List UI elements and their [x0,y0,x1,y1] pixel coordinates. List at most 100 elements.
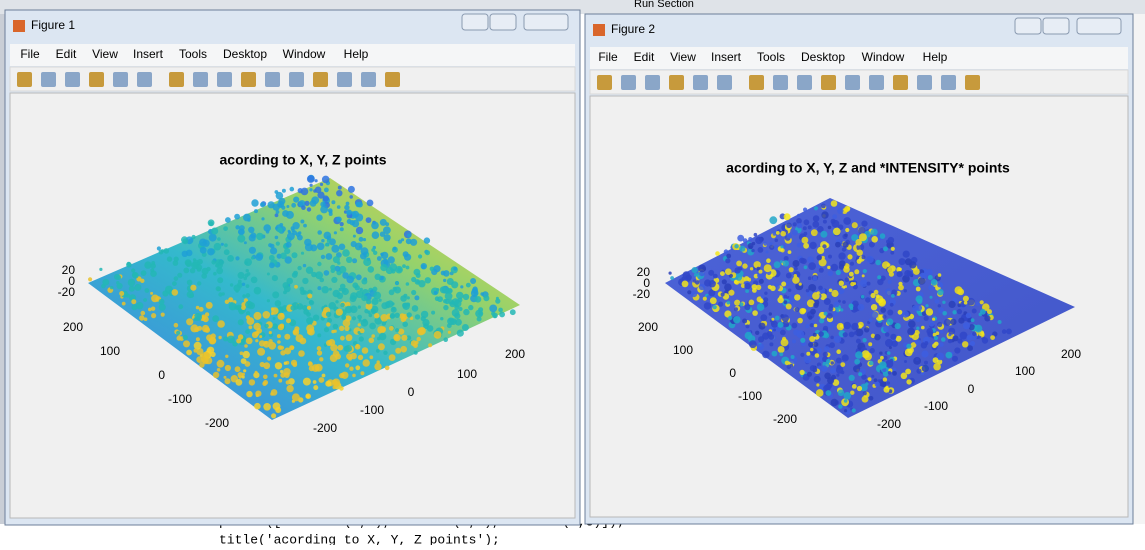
tool-button[interactable] [289,72,304,87]
tick-label: -200 [313,421,337,435]
minimize-button[interactable] [461,13,489,31]
point [838,252,846,260]
point [385,266,394,275]
tool-button[interactable] [773,75,788,90]
tick-label: 20 [62,263,76,277]
tool-button[interactable] [797,75,812,90]
point [345,301,351,307]
tool-button[interactable] [241,72,256,87]
tool-button[interactable] [621,75,636,90]
point [963,301,968,305]
point [792,229,798,236]
menu-item[interactable]: Insert [133,47,164,61]
menu-item[interactable]: Insert [711,50,742,64]
tool-button[interactable] [265,72,280,87]
point [262,311,271,319]
menu-item[interactable]: Window [283,47,326,61]
tool-button[interactable] [385,72,400,87]
tool-button[interactable] [113,72,128,87]
menu-item[interactable]: Edit [634,50,655,64]
point [901,310,909,318]
tool-button[interactable] [941,75,956,90]
point [971,308,977,314]
point [984,315,991,322]
point [211,227,219,235]
toolbar-label[interactable]: Run Section [634,0,694,10]
menu-item[interactable]: View [92,47,118,61]
point [835,269,841,276]
point [212,315,220,322]
point [299,337,307,345]
tool-button[interactable] [693,75,708,90]
menu-item[interactable]: Desktop [801,50,845,64]
tool-button[interactable] [821,75,836,90]
point [317,261,322,267]
point [870,292,876,299]
point [817,316,821,320]
point [847,254,853,260]
point [355,226,364,235]
maximize-button[interactable] [489,13,517,31]
tool-button[interactable] [17,72,32,87]
close-button[interactable] [523,13,569,31]
tool-button[interactable] [313,72,328,87]
tool-button[interactable] [869,75,884,90]
point [309,199,317,207]
point [822,351,828,357]
tool-button[interactable] [845,75,860,90]
point [219,259,225,265]
tool-button[interactable] [893,75,908,90]
point [193,341,202,350]
tool-button[interactable] [337,72,352,87]
minimize-button[interactable] [1014,17,1042,35]
menu-item[interactable]: Help [344,47,369,61]
point [245,293,251,298]
point [371,298,379,305]
point [238,308,245,315]
tool-button[interactable] [669,75,684,90]
tool-button[interactable] [169,72,184,87]
menu-item[interactable]: File [598,50,618,64]
tool-button[interactable] [717,75,732,90]
point [751,284,758,290]
point [322,202,326,206]
tool-button[interactable] [749,75,764,90]
point [906,379,912,385]
point [827,265,831,270]
menu-item[interactable]: Help [923,50,948,64]
point [248,379,256,386]
point [803,265,808,270]
tool-button[interactable] [41,72,56,87]
tool-button[interactable] [965,75,980,90]
menu-item[interactable]: Window [862,50,905,64]
close-button[interactable] [1076,17,1122,35]
tool-button[interactable] [217,72,232,87]
tool-button[interactable] [645,75,660,90]
tool-button[interactable] [361,72,376,87]
menu-item[interactable]: File [20,47,40,61]
menu-item[interactable]: Tools [179,47,207,61]
point [405,282,410,286]
point [387,256,395,264]
tool-button[interactable] [597,75,612,90]
point [945,351,953,359]
point [698,264,706,273]
menu-item[interactable]: View [670,50,696,64]
tool-button[interactable] [89,72,104,87]
tool-button[interactable] [65,72,80,87]
point [173,322,179,328]
menu-item[interactable]: Desktop [223,47,267,61]
maximize-button[interactable] [1042,17,1070,35]
point [254,402,261,410]
menu-item[interactable]: Edit [56,47,77,61]
tool-button[interactable] [917,75,932,90]
menu-item[interactable]: Tools [757,50,785,64]
point [263,403,271,411]
point [935,331,940,336]
point [326,322,331,327]
point [102,278,110,286]
tool-button[interactable] [137,72,152,87]
point [414,295,420,301]
tool-button[interactable] [193,72,208,87]
point [454,304,460,310]
